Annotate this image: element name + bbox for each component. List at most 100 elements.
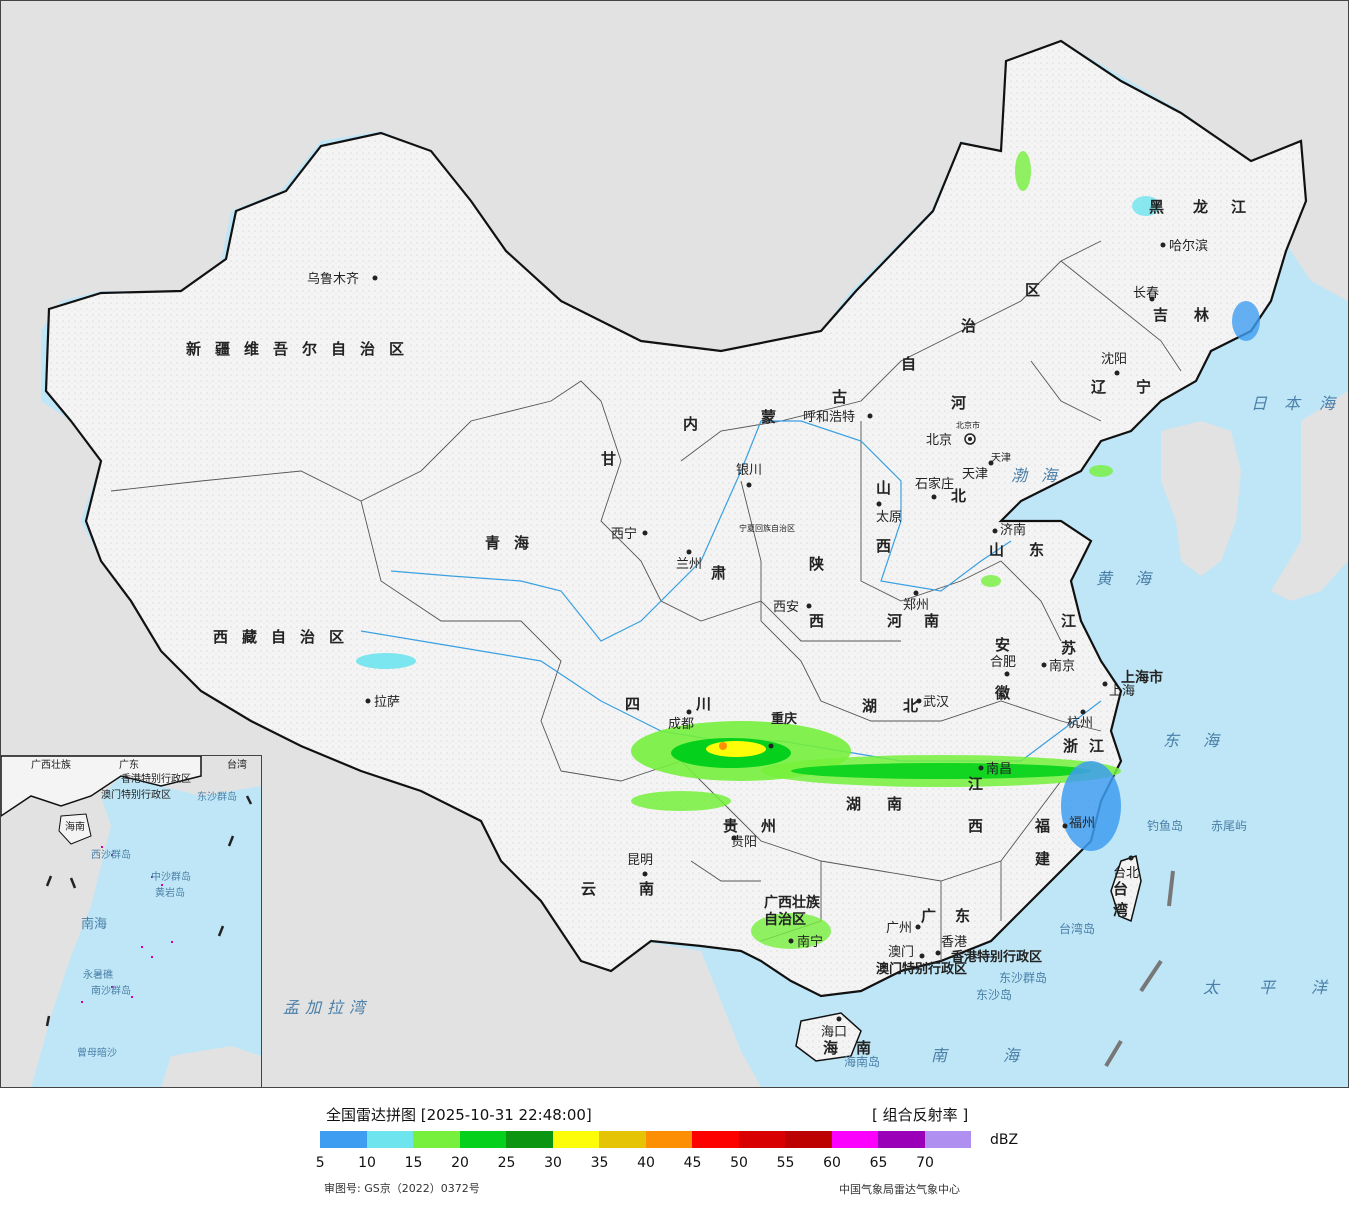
color-swatch — [413, 1131, 460, 1148]
label-an: 安 — [995, 636, 1024, 654]
color-bar-tick: 60 — [823, 1155, 841, 1171]
city-xining: 西宁 — [611, 526, 648, 542]
svg-text:广州: 广州 — [886, 921, 912, 936]
city-xian: 西安 — [773, 600, 812, 615]
svg-text:长春: 长春 — [1133, 286, 1159, 301]
label-huanghai-hai: 海 — [1135, 569, 1157, 588]
label-shanxi-shan: 山 — [876, 479, 905, 497]
svg-text:澳门: 澳门 — [888, 944, 914, 960]
svg-text:海口: 海口 — [821, 1025, 847, 1040]
city-nanjing: 南京 — [1041, 658, 1075, 674]
japan-land — [1271, 391, 1348, 601]
label-hainan-hai: 海 — [823, 1039, 852, 1057]
label-hui: 徽 — [994, 684, 1024, 702]
svg-text:成都: 成都 — [668, 717, 694, 732]
color-swatch — [459, 1131, 506, 1148]
label-taipingyang-tai: 太 — [1203, 978, 1225, 997]
label-xizang: 西藏自治区 — [213, 628, 358, 646]
color-swatch — [320, 1131, 367, 1148]
color-swatch — [831, 1131, 878, 1148]
color-bar-tick: 35 — [590, 1155, 609, 1171]
color-bar-tick: 20 — [451, 1155, 469, 1171]
label-tai: 台 — [1113, 880, 1142, 898]
city-harbin: 哈尔滨 — [1160, 238, 1208, 254]
label-taipingyang-yang: 洋 — [1311, 978, 1333, 997]
label-guang: 广 — [921, 907, 950, 925]
color-bar-tick: 40 — [637, 1155, 655, 1171]
label-hunan-nan: 南 — [887, 795, 916, 813]
city-guiyang: 贵阳 — [731, 835, 757, 850]
inset-label-dongsha: 东沙群岛 — [197, 790, 237, 803]
label-guangxi-zizhiqu: 自治区 — [764, 911, 806, 928]
city-shijiazhuang: 石家庄 — [915, 476, 954, 500]
city-nanning: 南宁 — [788, 934, 823, 950]
svg-text:北京: 北京 — [926, 433, 952, 448]
color-swatch — [785, 1131, 832, 1148]
label-henan-nan: 南 — [924, 612, 953, 630]
city-changchun: 长春 — [1133, 286, 1159, 302]
review-number: 审图号: GS京（2022）0372号 — [324, 1182, 480, 1195]
label-diaoyu: 钓鱼岛 — [1147, 818, 1183, 833]
city-chongqing: 重庆 — [768, 711, 797, 749]
city-nanchang: 南昌 — [978, 761, 1012, 777]
color-swatch — [599, 1131, 646, 1148]
svg-text:沈阳: 沈阳 — [1101, 352, 1127, 367]
province-labels: 新疆维吾尔自治区 西藏自治区 青海 甘 肃 内 蒙 古 自 治 区 黑 龙 江 … — [186, 198, 1246, 1057]
svg-text:昆明: 昆明 — [627, 853, 653, 868]
label-hubei-hu: 湖 — [862, 697, 891, 715]
color-swatch — [738, 1131, 785, 1148]
legend-title: 全国雷达拼图 [2025-10-31 22:48:00] — [326, 1106, 592, 1124]
label-su2: 苏 — [1061, 639, 1090, 657]
label-dongsha-dao: 东沙岛 — [976, 987, 1012, 1002]
label-donghai-hai: 海 — [1203, 731, 1225, 750]
inset-label-taiwan: 台湾 — [227, 758, 247, 771]
sea-labels: 渤 海 黄 海 东 海 南 海 太 平 洋 日 本 海 孟加拉湾 台湾岛 钓鱼岛… — [283, 394, 1341, 1069]
svg-text:太原: 太原 — [876, 510, 902, 525]
color-bar-tick: 5 — [315, 1155, 325, 1171]
svg-text:兰州: 兰州 — [676, 557, 702, 572]
city-kunming: 昆明 — [627, 853, 653, 877]
svg-text:南昌: 南昌 — [986, 761, 1012, 777]
label-chiwei: 赤尾屿 — [1211, 819, 1247, 833]
color-bar-tick: 65 — [869, 1155, 888, 1171]
color-bar-tick: 70 — [916, 1155, 934, 1171]
label-hubei-bei: 北 — [903, 697, 932, 715]
label-bei: 北 — [951, 487, 980, 505]
label-macao-sar: 澳门特别行政区 — [876, 961, 967, 977]
label-xinjiang: 新疆维吾尔自治区 — [186, 340, 418, 358]
city-lanzhou: 兰州 — [676, 549, 702, 572]
label-zhou: 州 — [760, 817, 790, 835]
city-macao: 澳门 — [888, 944, 925, 960]
label-yunnan-nan: 南 — [639, 880, 668, 898]
svg-text:天津: 天津 — [962, 467, 988, 482]
radar-echoes — [356, 151, 1260, 949]
city-shanghai: 上海 — [1102, 681, 1135, 699]
label-yun: 云 — [581, 880, 610, 898]
color-swatch — [878, 1131, 925, 1148]
label-he: 河 — [951, 394, 980, 412]
south-china-sea-inset: 广西壮族 广东 台湾 澳门特别行政区 香港特别行政区 东沙群岛 海南 西沙群岛 … — [1, 755, 262, 1087]
label-jian: 建 — [1035, 850, 1064, 868]
city-hohhot: 呼和浩特 — [803, 410, 873, 425]
inset-label-nanhai: 南海 — [81, 916, 107, 932]
city-taiyuan: 太原 — [876, 501, 902, 525]
label-taipingyang-ping: 平 — [1259, 978, 1281, 997]
legend-unit: dBZ — [990, 1132, 1019, 1148]
color-bar-tick: 25 — [497, 1155, 516, 1171]
svg-text:石家庄: 石家庄 — [915, 476, 954, 492]
inset-label-hainan: 海南 — [65, 820, 85, 833]
label-liao: 辽 — [1091, 378, 1120, 396]
label-nanhai-hai: 海 — [1003, 1046, 1025, 1065]
label-bohai-hai: 海 — [1041, 466, 1063, 485]
label-japansea-hai: 海 — [1319, 394, 1341, 413]
label-su: 肃 — [711, 564, 740, 582]
inset-label-zhongsha: 中沙群岛 — [151, 870, 191, 883]
inset-islands — [81, 846, 173, 1003]
color-swatch — [924, 1131, 971, 1148]
city-hefei: 合肥 — [990, 655, 1016, 677]
label-nanhai-nan: 南 — [931, 1046, 953, 1065]
neighbor-land-north — [1, 1, 1348, 1087]
label-bay-of-bengal: 孟加拉湾 — [283, 998, 371, 1017]
province-borders — [110, 240, 1182, 961]
label-bohai-bo: 渤 — [1011, 466, 1033, 485]
